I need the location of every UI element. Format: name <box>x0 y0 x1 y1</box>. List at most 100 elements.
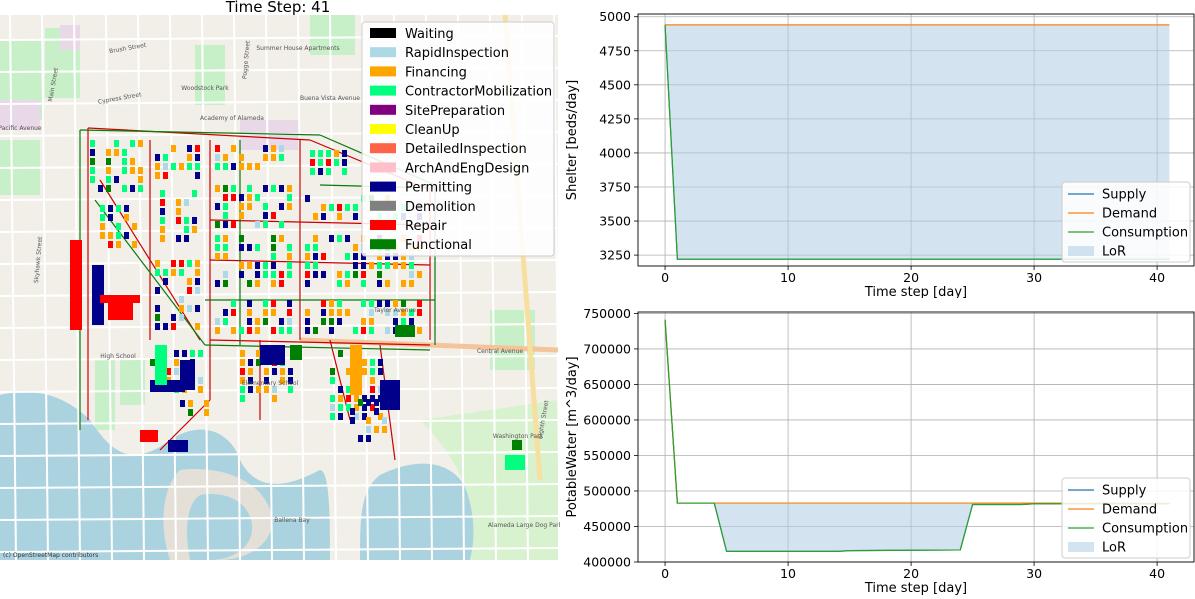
building <box>279 280 284 287</box>
building <box>160 199 165 206</box>
legend-swatch <box>370 143 396 154</box>
building <box>240 350 245 357</box>
y-tick-label: 650000 <box>583 377 631 392</box>
building <box>239 203 244 210</box>
building <box>255 318 260 325</box>
building <box>263 262 268 269</box>
plot-frame <box>637 13 1195 267</box>
legend-label: Supply <box>1102 484 1147 499</box>
street <box>329 14 337 561</box>
street <box>0 451 559 457</box>
building <box>247 280 252 287</box>
street <box>0 419 559 425</box>
building <box>271 309 276 316</box>
building <box>354 395 359 402</box>
series-line-demand <box>664 319 1170 504</box>
building <box>338 413 343 420</box>
x-tick-label: 10 <box>780 270 796 285</box>
building <box>247 327 252 334</box>
building <box>256 386 261 393</box>
legend-label: Financing <box>405 65 467 80</box>
lor-fill <box>665 319 1170 552</box>
building <box>271 244 276 251</box>
building <box>380 380 400 410</box>
building <box>377 280 382 287</box>
building <box>163 154 168 161</box>
street-label: High School <box>100 353 136 360</box>
building <box>231 309 236 316</box>
building <box>171 260 176 267</box>
building <box>330 413 335 420</box>
building <box>271 280 276 287</box>
y-tick-label: 700000 <box>583 341 631 356</box>
building <box>187 154 192 161</box>
building <box>374 399 379 406</box>
legend-label: Consumption <box>1102 522 1188 537</box>
building <box>271 154 276 161</box>
building <box>358 435 363 442</box>
building <box>366 399 371 406</box>
building <box>305 244 310 251</box>
building <box>287 203 292 210</box>
building <box>255 244 260 251</box>
building <box>155 172 160 179</box>
legend-label: DetailedInspection <box>405 142 527 157</box>
building <box>272 368 277 375</box>
pipe-line <box>87 127 311 141</box>
building <box>321 253 326 260</box>
building <box>195 278 200 285</box>
building <box>330 368 335 375</box>
building <box>179 269 184 276</box>
building <box>334 150 339 157</box>
building <box>223 163 228 170</box>
street-label: Skyhawk Street <box>33 236 44 284</box>
building <box>280 377 285 384</box>
building <box>198 350 203 357</box>
building <box>318 159 323 166</box>
building <box>310 159 315 166</box>
building <box>329 318 334 325</box>
street-label: Pacific Avenue <box>0 125 42 132</box>
legend-patch <box>1068 246 1094 256</box>
building <box>305 280 310 287</box>
pipe-line <box>204 344 431 351</box>
map-title: Time Step: 41 <box>225 0 331 16</box>
park-area <box>310 15 355 55</box>
building <box>223 271 228 278</box>
street-label: Summer House Apartments <box>256 45 339 52</box>
x-axis-label: Time step [day] <box>864 285 967 298</box>
building <box>326 150 331 157</box>
legend-swatch <box>370 66 396 77</box>
building <box>393 318 398 325</box>
building <box>263 185 268 192</box>
building <box>163 172 168 179</box>
street-label: Alameda Large Dog Park <box>488 522 560 529</box>
building <box>195 323 200 330</box>
building <box>382 417 387 424</box>
legend-label: Demand <box>1102 207 1157 222</box>
building <box>353 262 358 269</box>
building <box>108 214 113 221</box>
building <box>187 305 192 312</box>
building <box>350 417 355 424</box>
building <box>100 205 105 212</box>
building <box>90 149 95 156</box>
y-tick-label: 5000 <box>599 9 631 24</box>
legend-swatch <box>370 220 396 230</box>
building <box>256 350 261 357</box>
building <box>342 159 347 166</box>
building <box>287 185 292 192</box>
building <box>362 395 367 402</box>
street-label: Buena Vista Avenue <box>300 95 360 102</box>
legend-label: CleanUp <box>405 123 460 138</box>
building <box>326 159 331 166</box>
building <box>287 262 292 269</box>
building <box>223 212 228 219</box>
building <box>239 194 244 201</box>
building <box>180 360 195 390</box>
building <box>370 359 375 366</box>
building <box>171 314 176 321</box>
building <box>122 167 127 174</box>
building <box>337 235 342 242</box>
